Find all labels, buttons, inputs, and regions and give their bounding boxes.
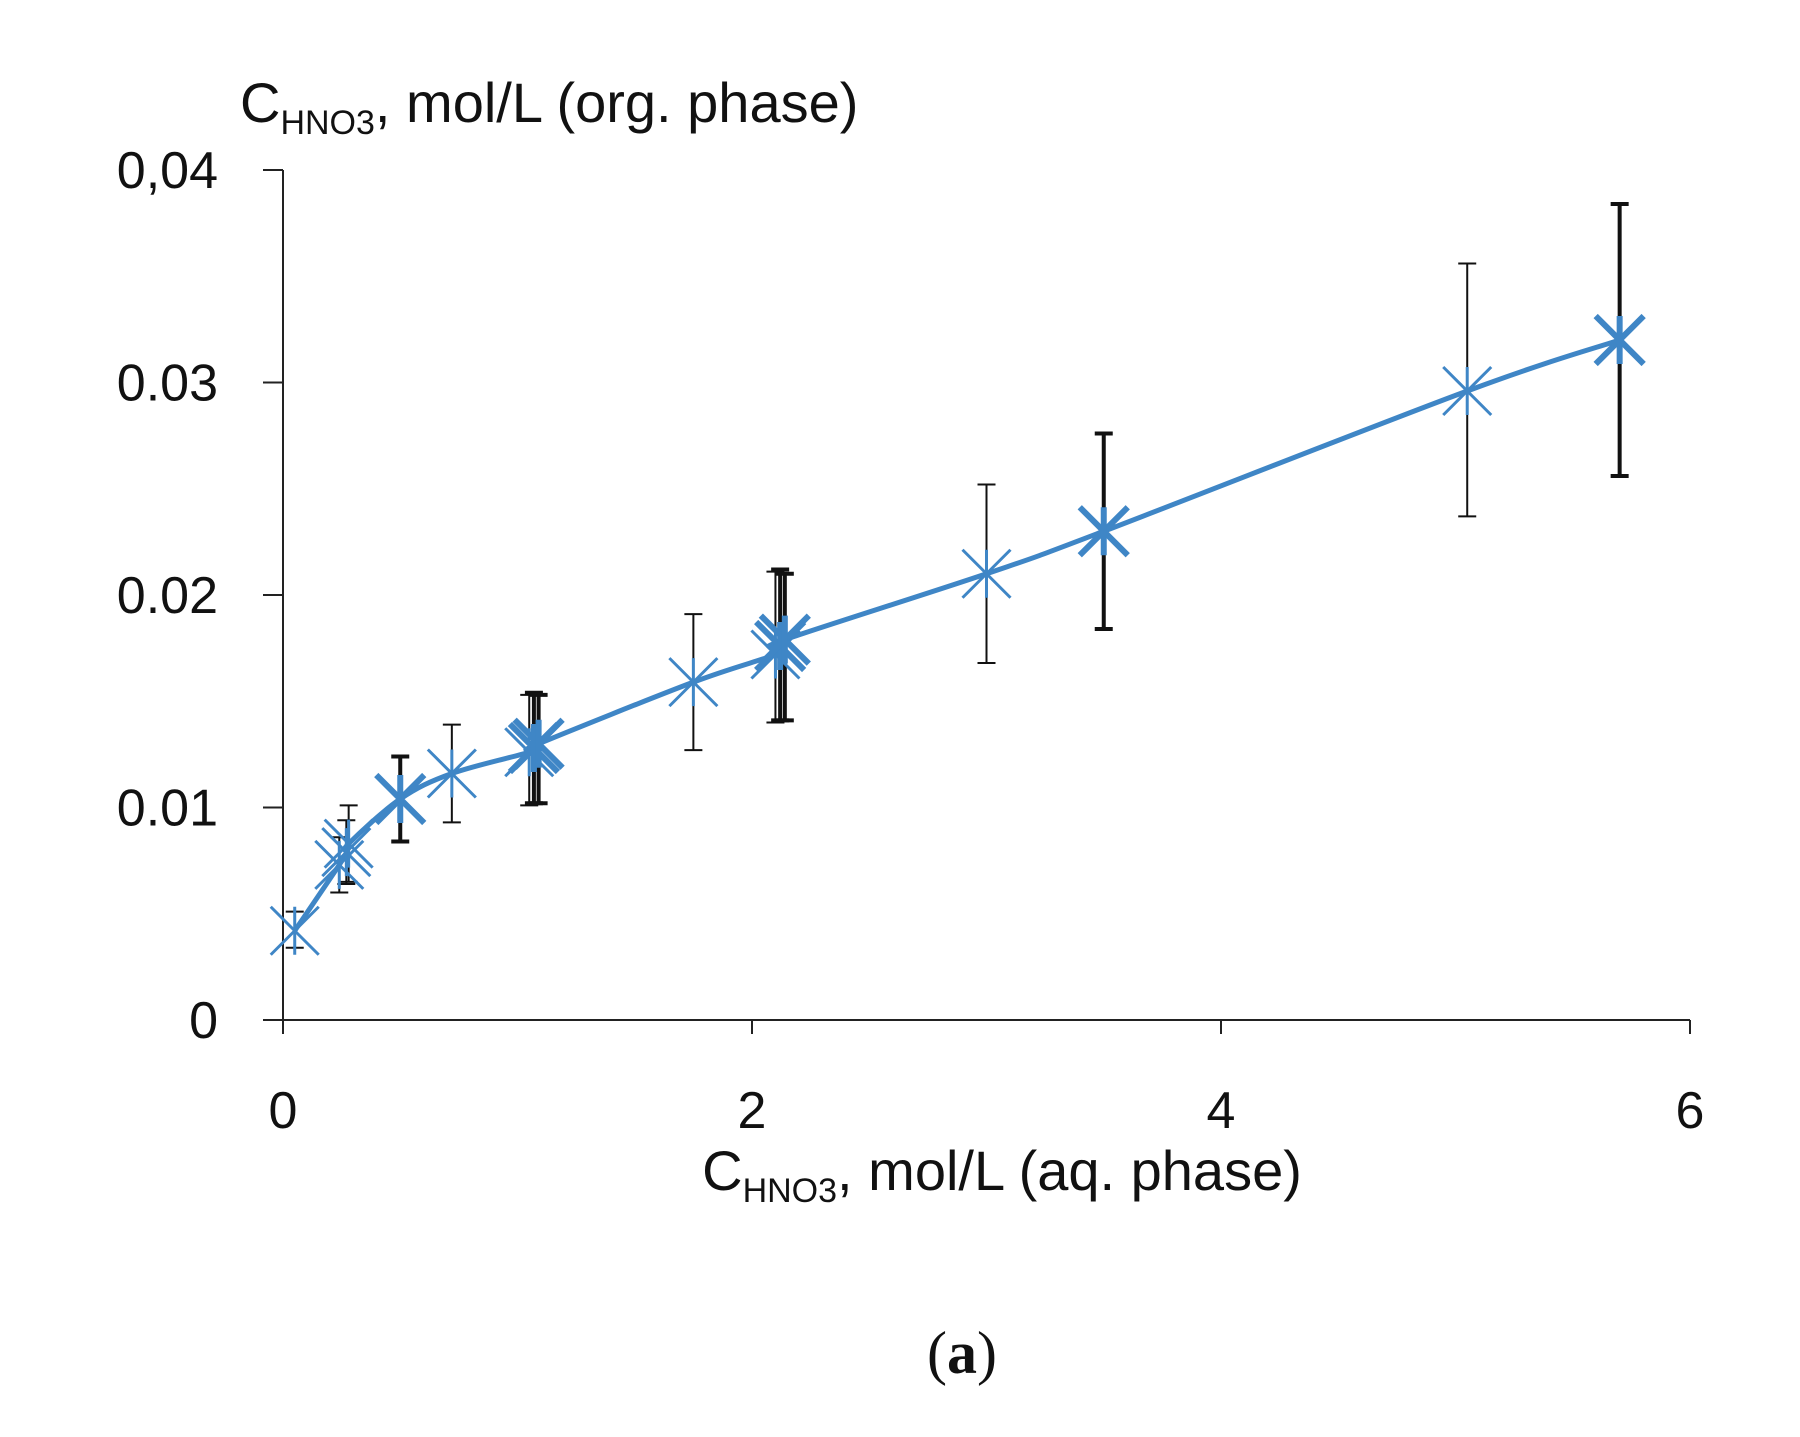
series-line bbox=[292, 337, 1621, 933]
data-point-marker bbox=[1077, 505, 1130, 558]
x-tick-label: 4 bbox=[1207, 1082, 1236, 1140]
data-point-marker bbox=[323, 818, 374, 869]
caption-letter: a bbox=[947, 1320, 977, 1386]
y-axis-label: CHNO3, mol/L (org. phase) bbox=[240, 71, 858, 142]
data-markers bbox=[269, 313, 1646, 956]
y-tick-label: 0 bbox=[189, 992, 218, 1050]
series-line-group bbox=[292, 337, 1621, 933]
figure-caption: (a) bbox=[927, 1320, 997, 1386]
x-axis-label-rest: , mol/L (aq. phase) bbox=[837, 1139, 1302, 1202]
data-point-marker bbox=[321, 827, 372, 878]
y-tick-label: 0.02 bbox=[117, 567, 218, 625]
error-bars bbox=[285, 202, 1629, 949]
y-tick-label: 0.01 bbox=[117, 780, 218, 838]
data-point-marker bbox=[1593, 313, 1646, 367]
data-point-marker bbox=[314, 839, 365, 890]
x-tick-label: 6 bbox=[1676, 1082, 1705, 1140]
caption-close-paren: ) bbox=[977, 1320, 997, 1386]
x-axis-label: CHNO3, mol/L (aq. phase) bbox=[702, 1139, 1302, 1210]
tick-labels: 0 0.01 0.02 0.03 0,04 0 2 4 6 bbox=[117, 142, 1705, 1140]
svg-text:(a): (a) bbox=[927, 1320, 997, 1386]
y-axis-label-rest: , mol/L (org. phase) bbox=[375, 71, 858, 134]
data-point-marker bbox=[512, 717, 565, 770]
data-point-marker bbox=[269, 905, 320, 956]
y-tick-label: 0.03 bbox=[117, 355, 218, 413]
y-axis-label-main: C bbox=[240, 71, 280, 134]
data-point-marker bbox=[374, 772, 427, 826]
data-point-marker bbox=[426, 748, 477, 799]
data-point-marker bbox=[1442, 365, 1493, 417]
x-axis-label-sub: HNO3 bbox=[743, 1172, 837, 1210]
x-axis-label-main: C bbox=[702, 1139, 742, 1202]
data-point-marker bbox=[668, 657, 719, 708]
x-tick-label: 0 bbox=[269, 1082, 298, 1140]
caption-open-paren: ( bbox=[927, 1320, 947, 1386]
axes bbox=[263, 169, 1691, 1034]
y-axis-label-sub: HNO3 bbox=[280, 104, 374, 142]
data-point-marker bbox=[961, 548, 1012, 599]
x-tick-label: 2 bbox=[738, 1082, 767, 1140]
data-point-marker bbox=[758, 613, 811, 666]
y-tick-label: 0,04 bbox=[117, 142, 218, 200]
